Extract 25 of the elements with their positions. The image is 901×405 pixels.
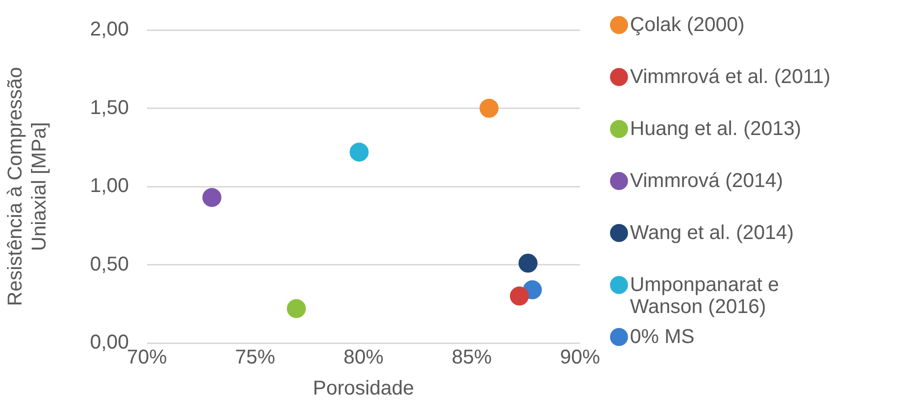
y-tick-label: 1,00 (90, 175, 129, 198)
point (350, 142, 369, 162)
legend-label: Wang et al. (2014) (630, 222, 794, 244)
point (510, 286, 529, 306)
x-axis-title: Porosidade (312, 378, 414, 400)
x-tick-label: 90% (560, 346, 600, 369)
x-tick-label: 80% (343, 346, 384, 369)
y-tick-label: 2,00 (90, 18, 129, 41)
x-tick-label: 85% (452, 346, 492, 369)
y-axis-title: Resistência à Compressão Uniaxial [MPa] (4, 67, 51, 306)
x-tick-label: 75% (235, 346, 276, 369)
point (480, 98, 499, 118)
y-tick-label: 0,50 (90, 253, 129, 276)
point (518, 254, 538, 273)
point (286, 299, 306, 318)
legend-label: Huang et al. (2013) (630, 118, 802, 140)
legend-label: Vimmrová et al. (2011) (630, 66, 830, 88)
legend-label: Vimmrová (2014) (630, 170, 784, 192)
legend-label: Umponpanarat e Wanson (2016) (630, 274, 780, 318)
legend-label: Çolak (2000) (630, 14, 745, 36)
y-tick-label: 0,00 (90, 332, 129, 354)
y-tick-label: 1,50 (90, 96, 129, 119)
x-tick-label: 70% (126, 346, 168, 369)
legend-label: 0% MS (630, 326, 694, 348)
point (202, 188, 222, 207)
